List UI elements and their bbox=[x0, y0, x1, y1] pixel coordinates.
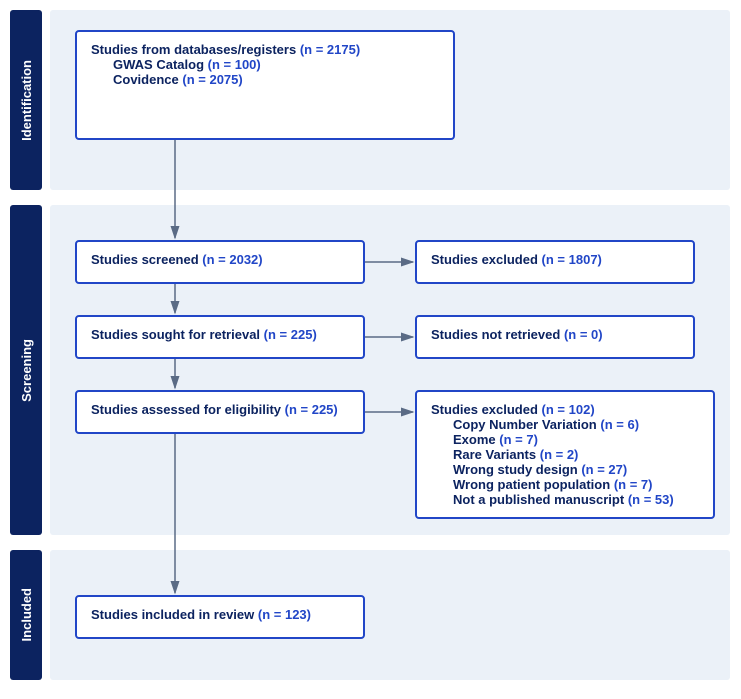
node-sub-label: Exome bbox=[453, 432, 496, 447]
node-sub-count: (n = 2) bbox=[540, 447, 579, 462]
node-sub-label: Not a published manuscript bbox=[453, 492, 624, 507]
node-sub-count: (n = 7) bbox=[614, 477, 653, 492]
node-sub-count: (n = 53) bbox=[628, 492, 674, 507]
node-title: Studies from databases/registers bbox=[91, 42, 296, 57]
node-count: (n = 102) bbox=[542, 402, 595, 417]
node-count: (n = 225) bbox=[264, 327, 317, 342]
node-sub-count: (n = 100) bbox=[208, 57, 261, 72]
node-title: Studies sought for retrieval bbox=[91, 327, 260, 342]
node-count: (n = 1807) bbox=[542, 252, 602, 267]
node-sub-label: Rare Variants bbox=[453, 447, 536, 462]
node-sub-label: Wrong study design bbox=[453, 462, 578, 477]
stage-label-text: Included bbox=[19, 588, 34, 641]
node-title: Studies excluded bbox=[431, 252, 538, 267]
node-title: Studies not retrieved bbox=[431, 327, 560, 342]
node-count: (n = 0) bbox=[564, 327, 603, 342]
node-retrieval-excluded: Studies not retrieved (n = 0) bbox=[415, 315, 695, 359]
node-title: Studies excluded bbox=[431, 402, 538, 417]
node-sub-count: (n = 27) bbox=[581, 462, 627, 477]
node-eligibility: Studies assessed for eligibility (n = 22… bbox=[75, 390, 365, 434]
node-included: Studies included in review (n = 123) bbox=[75, 595, 365, 639]
node-title: Studies assessed for eligibility bbox=[91, 402, 281, 417]
node-sub-count: (n = 2075) bbox=[182, 72, 242, 87]
node-sub-label: Copy Number Variation bbox=[453, 417, 597, 432]
node-sub-label: Wrong patient population bbox=[453, 477, 610, 492]
node-databases: Studies from databases/registers (n = 21… bbox=[75, 30, 455, 140]
node-screened: Studies screened (n = 2032) bbox=[75, 240, 365, 284]
stage-label-text: Screening bbox=[19, 339, 34, 402]
node-eligibility-excluded: Studies excluded (n = 102) Copy Number V… bbox=[415, 390, 715, 519]
node-retrieval: Studies sought for retrieval (n = 225) bbox=[75, 315, 365, 359]
stage-label-screening: Screening bbox=[10, 205, 42, 535]
node-sub-count: (n = 6) bbox=[600, 417, 639, 432]
node-count: (n = 225) bbox=[285, 402, 338, 417]
node-sub-label: GWAS Catalog bbox=[113, 57, 204, 72]
node-count: (n = 2175) bbox=[300, 42, 360, 57]
stage-label-identification: Identification bbox=[10, 10, 42, 190]
node-screened-excluded: Studies excluded (n = 1807) bbox=[415, 240, 695, 284]
node-title: Studies included in review bbox=[91, 607, 254, 622]
node-count: (n = 2032) bbox=[202, 252, 262, 267]
node-count: (n = 123) bbox=[258, 607, 311, 622]
stage-label-included: Included bbox=[10, 550, 42, 680]
prisma-flowchart: Identification Screening Included Studie… bbox=[10, 10, 731, 689]
node-sub-label: Covidence bbox=[113, 72, 179, 87]
node-title: Studies screened bbox=[91, 252, 199, 267]
node-sub-count: (n = 7) bbox=[499, 432, 538, 447]
stage-label-text: Identification bbox=[19, 60, 34, 141]
